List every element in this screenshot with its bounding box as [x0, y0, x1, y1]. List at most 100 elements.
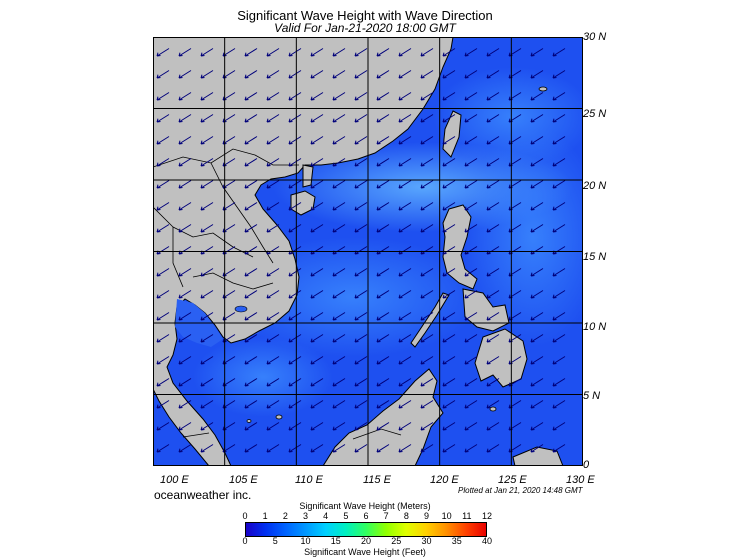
wave-arrow [200, 356, 214, 365]
wave-arrow [310, 224, 324, 233]
wave-arrow [266, 158, 280, 167]
wave-arrow [266, 180, 280, 189]
sulawesi-island [512, 446, 564, 466]
wave-arrow [354, 334, 368, 343]
wave-arrow [156, 378, 170, 387]
wave-arrow [156, 290, 170, 299]
lat-label-25n: 25 N [583, 108, 607, 120]
wave-arrow [552, 400, 566, 409]
wave-arrow [398, 444, 412, 453]
wave-arrow [244, 202, 258, 211]
wave-arrow [266, 444, 280, 453]
wave-arrow [332, 268, 346, 277]
wave-arrow [266, 334, 280, 343]
wave-arrow [420, 180, 434, 189]
wave-arrow [354, 268, 368, 277]
wave-arrow [332, 378, 346, 387]
wave-arrow [332, 158, 346, 167]
colorbar-title-feet: Significant Wave Height (Feet) [304, 547, 426, 557]
wave-arrow [420, 202, 434, 211]
wave-arrow [200, 70, 214, 79]
lat-label-0: 0 [583, 459, 590, 471]
wave-arrow [178, 334, 192, 343]
colorbar-title-meters: Significant Wave Height (Meters) [299, 501, 431, 511]
wave-arrow [530, 290, 544, 299]
wave-arrow [464, 136, 478, 145]
wave-arrow [288, 356, 302, 365]
wave-arrow [178, 378, 192, 387]
wave-arrow [310, 136, 324, 145]
wave-arrow [530, 202, 544, 211]
sea-high-wave-region [433, 67, 583, 167]
wave-arrow [420, 290, 434, 299]
colorbar-meter-tick: 9 [423, 511, 430, 521]
wave-arrow [310, 422, 324, 431]
wave-arrow [398, 114, 412, 123]
colorbar-feet-tick: 40 [481, 536, 493, 546]
wave-arrow [156, 48, 170, 57]
map-frame [153, 37, 583, 466]
tonle-sap-lake [234, 305, 248, 313]
wave-arrow [552, 202, 566, 211]
wave-arrow [266, 378, 280, 387]
wave-arrow [200, 180, 214, 189]
wave-arrow [376, 114, 390, 123]
wave-arrow [552, 180, 566, 189]
wave-arrow [354, 422, 368, 431]
wave-arrow [200, 114, 214, 123]
map-title: Significant Wave Height with Wave Direct… [237, 8, 493, 23]
credit-label: oceanweather inc. [154, 488, 252, 502]
wave-arrow [486, 334, 500, 343]
wave-arrow [464, 114, 478, 123]
wave-arrow [530, 268, 544, 277]
wave-arrow [354, 224, 368, 233]
wave-arrow [464, 224, 478, 233]
wave-arrow [420, 400, 434, 409]
wave-arrow [288, 180, 302, 189]
wave-arrow [288, 334, 302, 343]
wave-arrow [464, 290, 478, 299]
lon-label-130e: 130 E [566, 474, 595, 486]
wave-arrow [156, 312, 170, 321]
wave-arrow [200, 224, 214, 233]
wave-arrow [420, 136, 434, 145]
colorbar-meter-tick: 7 [383, 511, 389, 521]
wave-arrow [244, 136, 258, 145]
wave-arrow [464, 312, 478, 321]
wave-arrow [552, 70, 566, 79]
wave-arrow [200, 400, 214, 409]
wave-arrow [464, 378, 478, 387]
wave-arrow [244, 114, 258, 123]
wave-arrow [420, 444, 434, 453]
wave-arrow [244, 268, 258, 277]
wave-arrow [332, 290, 346, 299]
wave-arrow [442, 224, 456, 233]
wave-arrow [332, 422, 346, 431]
sea-high-wave-region [193, 337, 333, 417]
wave-arrow [442, 400, 456, 409]
wave-arrow [244, 334, 258, 343]
wave-arrow [310, 312, 324, 321]
wave-arrow [552, 378, 566, 387]
wave-arrow [178, 422, 192, 431]
wave-arrow [552, 268, 566, 277]
small-island [275, 414, 283, 420]
wave-arrow [530, 92, 544, 101]
wave-arrow [376, 92, 390, 101]
wave-arrow [376, 48, 390, 57]
wave-arrow [178, 48, 192, 57]
wave-arrow [178, 180, 192, 189]
wave-arrow [530, 444, 544, 453]
wave-arrow [244, 224, 258, 233]
wave-arrow [332, 92, 346, 101]
wave-arrow [530, 224, 544, 233]
wave-arrow [354, 48, 368, 57]
wave-arrow [332, 136, 346, 145]
wave-arrow [310, 114, 324, 123]
map-subtitle: Valid For Jan-21-2020 18:00 GMT [274, 21, 456, 35]
colorbar-feet-tick: 20 [360, 536, 372, 546]
wave-arrow [376, 136, 390, 145]
wave-arrow [486, 378, 500, 387]
wave-arrow [376, 400, 390, 409]
wave-arrow [442, 444, 456, 453]
